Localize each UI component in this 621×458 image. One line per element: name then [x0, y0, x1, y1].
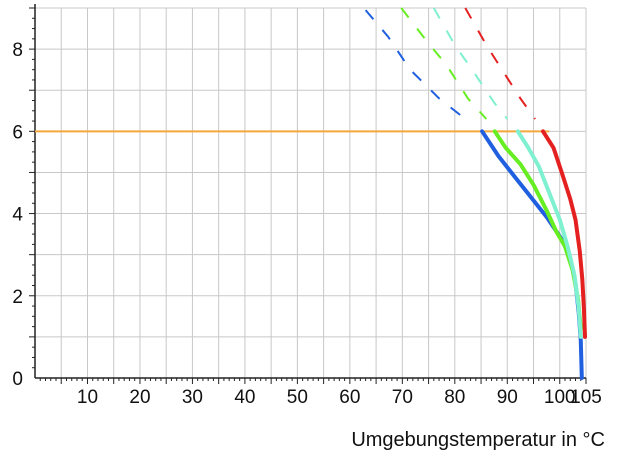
y-tick-label: 8 [12, 40, 23, 61]
x-tick-label: 10 [77, 387, 98, 408]
x-tick-label: 105 [570, 387, 602, 408]
y-tick-label: 0 [12, 369, 23, 390]
x-tick-label: 90 [497, 387, 518, 408]
series-2-dashed-line [400, 7, 488, 120]
x-tick-label: 20 [129, 387, 150, 408]
x-tick-label: 60 [339, 387, 360, 408]
series-3-dashed-line [432, 7, 509, 120]
series-4-solid-line [541, 129, 587, 339]
series-layer [364, 7, 587, 380]
x-tick-label: 80 [444, 387, 465, 408]
y-tick-label: 4 [12, 205, 23, 226]
x-tick-label: 70 [392, 387, 413, 408]
x-axis-title: Umgebungstemperatur in °C [351, 429, 605, 451]
series-4-dashed-line [464, 7, 536, 120]
x-tick-label: 40 [234, 387, 255, 408]
x-tick-label: 30 [182, 387, 203, 408]
x-tick-label: 100 [544, 387, 576, 408]
y-tick-label: 6 [12, 122, 23, 143]
axis-layer [29, 4, 587, 384]
x-tick-label: 50 [287, 387, 308, 408]
y-tick-label: 2 [12, 287, 23, 308]
series-3-solid-line [515, 129, 583, 339]
